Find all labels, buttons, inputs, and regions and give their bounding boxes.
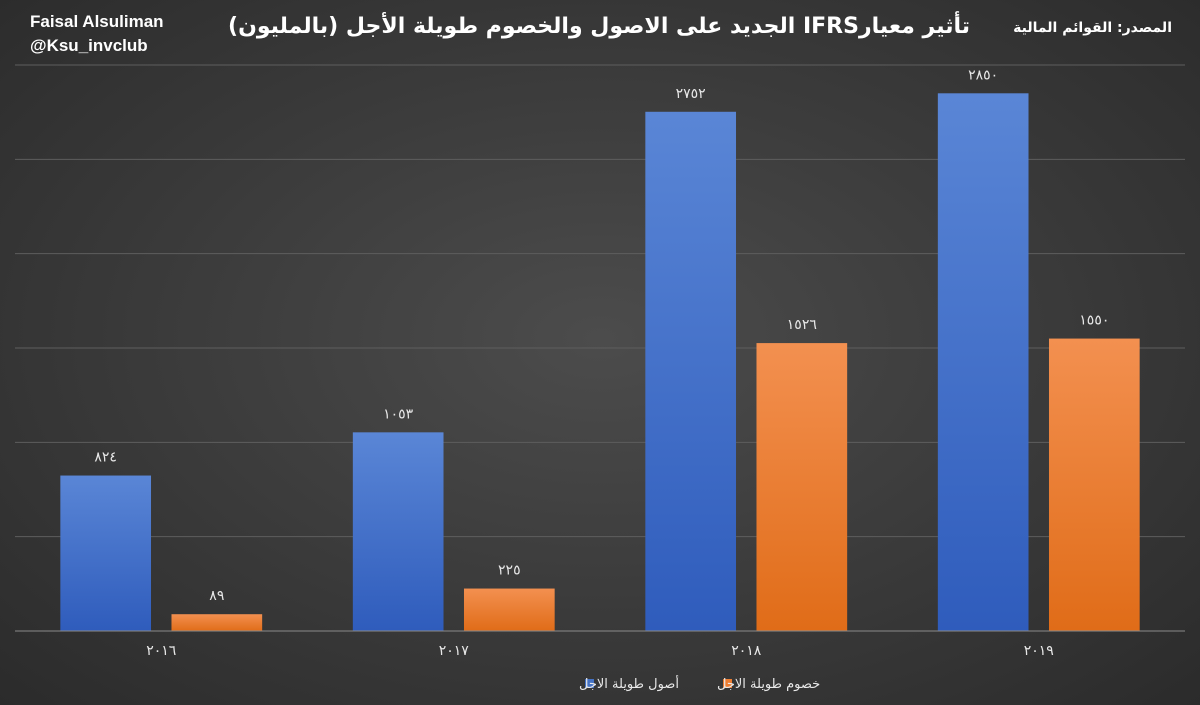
legend-swatch [723, 679, 732, 688]
bar-assets [645, 111, 737, 632]
bar-liabilities [1048, 338, 1140, 631]
source-note: المصدر: القوائم المالية [1013, 20, 1172, 36]
data-label: ١٥٢٦ [787, 317, 817, 333]
x-tick-label: ٢٠١٧ [439, 643, 470, 659]
x-tick-label: ٢٠١٦ [146, 643, 176, 659]
bar-liabilities [171, 614, 263, 631]
chart-title: تأثير معيارIFRS الجديد على الاصول والخصو… [228, 14, 970, 39]
x-axis: ٢٠١٦ ٢٠١٧ ٢٠١٨ ٢٠١٩ [15, 630, 1185, 659]
bar-assets [937, 93, 1029, 632]
author-handle: @Ksu_invclub [30, 36, 148, 55]
legend-label: أصول طويلة الاجل [579, 675, 679, 692]
data-label: ١٥٥٠ [1079, 313, 1109, 329]
data-label: ٢٢٥ [498, 563, 521, 579]
legend-label: خصوم طويلة الاجل [717, 677, 820, 692]
bars [60, 93, 1140, 632]
bar-liabilities [463, 588, 555, 631]
bar-liabilities [756, 343, 848, 631]
data-label: ١٠٥٣ [383, 406, 414, 422]
data-label: ٢٨٥٠ [968, 67, 998, 83]
data-label: ٨٩ [209, 588, 224, 604]
x-tick-label: ٢٠١٩ [1024, 643, 1054, 659]
x-tick-label: ٢٠١٨ [731, 643, 762, 659]
data-label: ٢٧٥٢ [676, 86, 706, 102]
bar-assets [60, 475, 152, 631]
author-name: Faisal Alsuliman [30, 12, 164, 31]
legend: أصول طويلة الاجل خصوم طويلة الاجل [579, 675, 820, 692]
data-label: ٨٢٤ [94, 450, 117, 466]
legend-swatch [585, 679, 594, 688]
bar-assets [352, 432, 444, 631]
data-labels: ٨٢٤ ٨٩ ١٠٥٣ ٢٢٥ ٢٧٥٢ ١٥٢٦ ٢٨٥٠ ١٥٥٠ [94, 67, 1109, 604]
